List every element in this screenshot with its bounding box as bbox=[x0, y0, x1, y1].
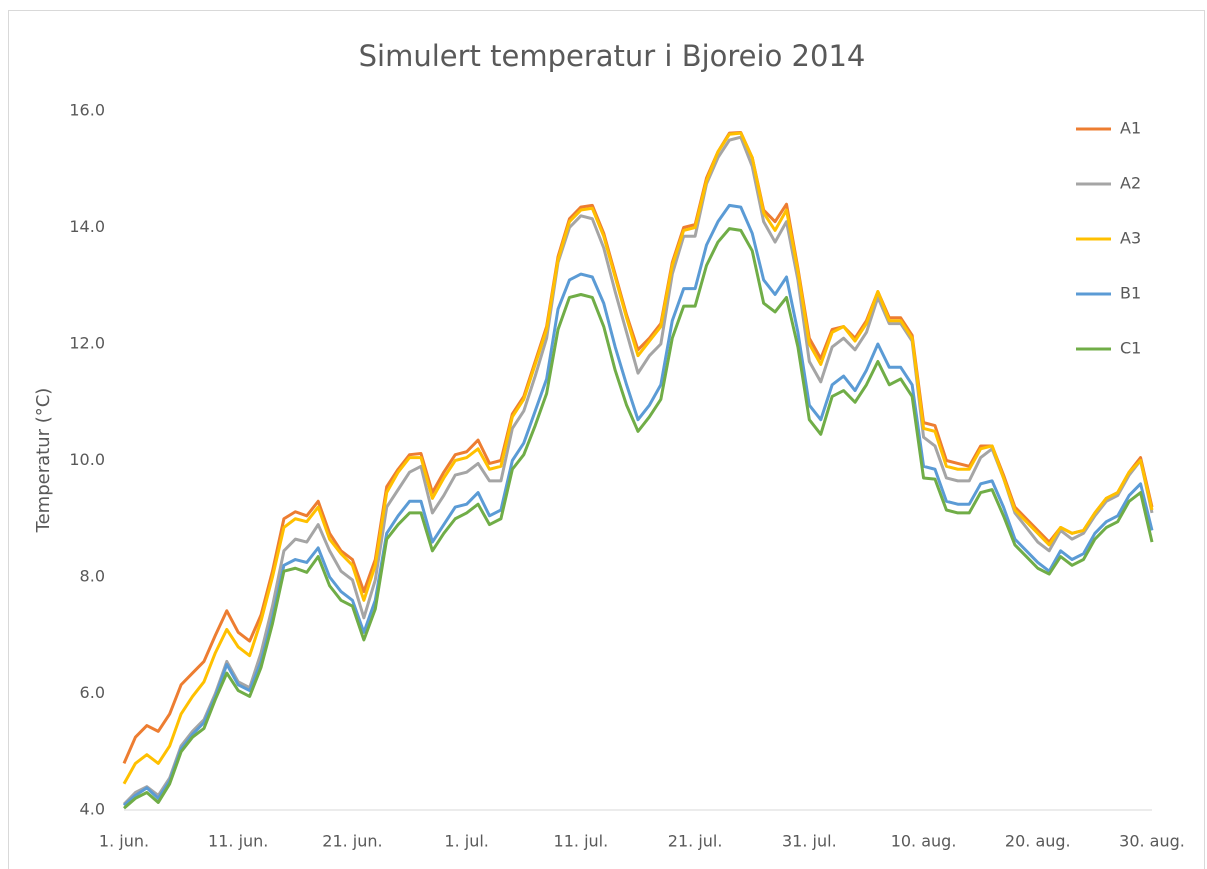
legend-label: A3 bbox=[1120, 229, 1141, 248]
y-axis-title: Temperatur (°C) bbox=[33, 388, 54, 534]
series-line bbox=[123, 227, 1154, 810]
legend-label: B1 bbox=[1120, 284, 1141, 303]
x-tick-label: 11. jul. bbox=[554, 832, 609, 851]
series-line bbox=[122, 135, 1154, 806]
series-line bbox=[122, 131, 1154, 785]
legend-label: A1 bbox=[1120, 119, 1141, 138]
x-tick-label: 30. aug. bbox=[1119, 832, 1185, 851]
x-tick-label: 21. jun. bbox=[322, 832, 382, 851]
y-tick-label: 12.0 bbox=[69, 334, 105, 353]
y-tick-label: 10.0 bbox=[69, 450, 105, 469]
legend-label: A2 bbox=[1120, 174, 1141, 193]
x-tick-label: 20. aug. bbox=[1005, 832, 1071, 851]
chart-title: Simulert temperatur i Bjoreio 2014 bbox=[359, 39, 866, 73]
x-tick-label: 1. jul. bbox=[444, 832, 488, 851]
x-tick-label: 11. jun. bbox=[208, 832, 268, 851]
series-line bbox=[122, 131, 1154, 764]
chart-frame bbox=[8, 10, 1205, 869]
x-tick-label: 1. jun. bbox=[99, 832, 149, 851]
legend-label: C1 bbox=[1120, 339, 1141, 358]
y-tick-label: 4.0 bbox=[80, 800, 105, 819]
y-tick-label: 14.0 bbox=[69, 217, 105, 236]
x-tick-label: 31. jul. bbox=[782, 832, 837, 851]
y-tick-label: 6.0 bbox=[80, 683, 105, 702]
x-tick-label: 10. aug. bbox=[891, 832, 957, 851]
series-line bbox=[123, 203, 1154, 807]
y-tick-label: 8.0 bbox=[80, 567, 105, 586]
x-tick-label: 21. jul. bbox=[668, 832, 723, 851]
y-tick-label: 16.0 bbox=[69, 101, 105, 120]
